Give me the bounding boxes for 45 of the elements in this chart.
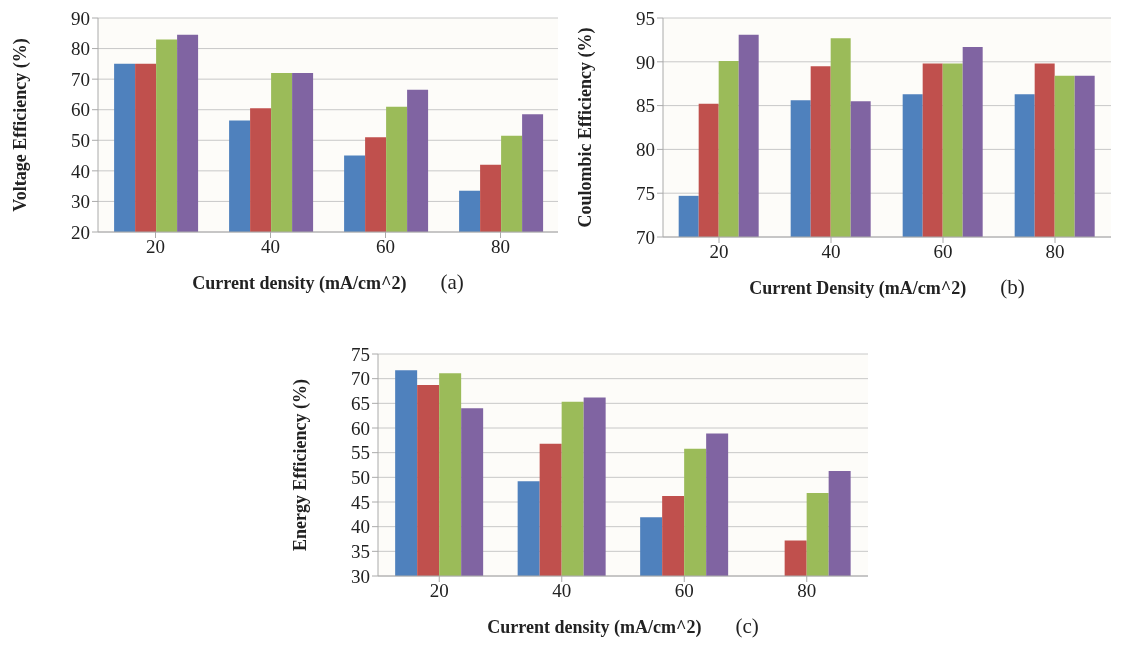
x-axis-title: Current Density (mA/cm^2) [749, 278, 967, 299]
y-tick-label: 60 [351, 417, 370, 439]
y-tick-label: 85 [636, 95, 655, 117]
x-tick-label: 20 [429, 580, 449, 602]
text: (c) [735, 614, 759, 639]
y-tick-label: 20 [71, 221, 90, 243]
x-tick-label: 20 [146, 236, 165, 258]
y-tick-label: 80 [636, 139, 655, 161]
y-axis-title: Coulombic Efficiency (%) [575, 27, 597, 228]
x-axis-title: Current density (mA/cm^2) [487, 617, 702, 638]
text: (b) [1000, 275, 1025, 300]
y-tick-label: 50 [71, 130, 90, 152]
x-tick-label: 20 [709, 241, 729, 263]
y-tick-label: 90 [636, 51, 655, 73]
x-tick-label: 60 [933, 241, 953, 263]
y-tick-label: 30 [71, 191, 90, 213]
x-tick-label: 40 [261, 236, 280, 258]
y-tick-label: 30 [351, 565, 370, 587]
x-tick-label: 40 [821, 241, 841, 263]
x-tick-label: 80 [797, 580, 817, 602]
y-axis-title: Voltage Efficiency (%) [10, 38, 32, 212]
x-tick-label: 60 [376, 236, 395, 258]
text: (a) [440, 270, 464, 295]
y-tick-label: 60 [71, 99, 90, 121]
y-tick-label: 70 [351, 368, 370, 390]
y-tick-label: 40 [351, 516, 370, 538]
y-tick-label: 40 [71, 160, 90, 182]
y-tick-label: 70 [636, 226, 655, 248]
x-tick-label: 80 [1045, 241, 1065, 263]
y-tick-label: 35 [351, 541, 370, 563]
y-tick-label: 65 [351, 393, 370, 415]
y-tick-label: 90 [71, 7, 90, 29]
x-tick-label: 80 [491, 236, 510, 258]
y-tick-label: 80 [71, 38, 90, 60]
y-tick-label: 55 [351, 442, 370, 464]
y-tick-label: 50 [351, 467, 370, 489]
y-tick-label: 45 [351, 491, 370, 513]
x-tick-label: 60 [674, 580, 694, 602]
x-axis-title: Current density (mA/cm^2) [192, 273, 407, 294]
y-tick-label: 75 [636, 182, 655, 204]
y-tick-label: 75 [351, 343, 370, 365]
y-tick-label: 70 [71, 68, 90, 90]
x-tick-label: 40 [552, 580, 572, 602]
y-axis-title: Energy Efficiency (%) [290, 379, 312, 551]
y-tick-label: 95 [636, 7, 655, 29]
